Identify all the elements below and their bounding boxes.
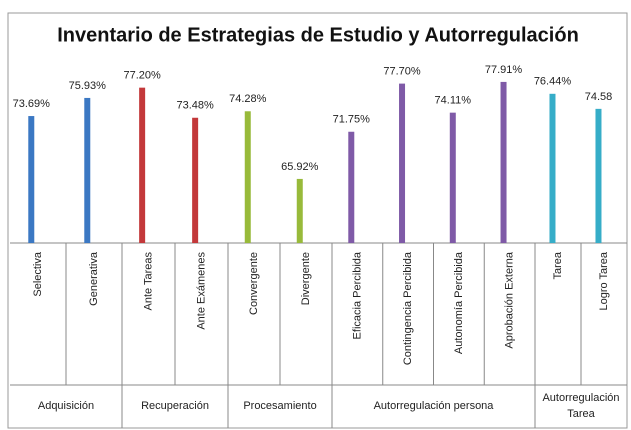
bar [296,178,303,243]
x-tick-label: Eficacia Percibida [351,251,363,339]
group-label: Autorregulación Tarea [542,392,619,420]
bar [348,131,355,243]
x-tick-label: Divergente [300,252,312,305]
x-tick-label: Ante Exámenes [195,252,207,330]
value-label: 74.11% [435,95,472,107]
value-label: 71.75% [333,114,371,126]
value-label: 77.91% [485,64,523,76]
x-tick-label: Logro Tarea [598,251,610,310]
x-tick-label: Contingencia Percibida [402,251,414,365]
bar [139,87,146,244]
value-label: 77.20% [123,70,161,82]
x-tick-label: Convergente [248,252,260,315]
value-label: 75.93% [69,80,107,92]
value-label: 77.70% [383,66,421,78]
chart-frame [7,12,628,429]
x-tick-label: Aprobación Externa [504,251,516,348]
bar [244,111,251,243]
x-tick-label: Autonomía Percibida [453,251,465,354]
x-tick-label: Tarea [552,251,564,279]
bar [449,112,456,243]
value-label: 74.58 [585,91,613,103]
group-label: Adquisición [38,400,94,412]
value-label: 74.28% [229,93,267,105]
value-label: 73.48% [176,100,214,112]
x-tick-label: Ante Tareas [142,252,154,311]
bar [28,116,35,243]
group-label: Autorregulación persona [374,400,495,412]
x-tick-label: Selectiva [32,251,44,297]
value-label: 65.92% [281,161,319,173]
bar [595,108,602,244]
bar [399,83,406,243]
bar [549,93,556,243]
chart-title: Inventario de Estrategias de Estudio y A… [57,24,579,46]
bar [84,97,91,244]
value-label: 76.44% [534,76,572,88]
group-label: Recuperación [141,400,209,412]
value-label: 73.69% [13,98,51,110]
group-label: Procesamiento [243,400,316,412]
bar [192,117,199,243]
x-tick-label: Generativa [88,251,100,306]
bar [500,81,507,243]
